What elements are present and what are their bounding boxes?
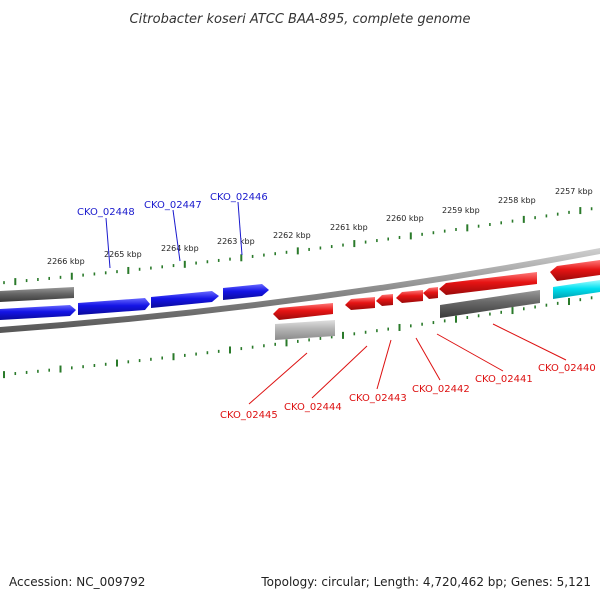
genome-backbone bbox=[0, 248, 600, 333]
gene-CKO_02442[interactable] bbox=[396, 290, 423, 303]
kbp-label: 2258 kbp bbox=[498, 196, 536, 205]
gene-label[interactable]: CKO_02440 bbox=[538, 363, 596, 374]
reverse-strand-features bbox=[273, 260, 600, 340]
gene-CKO_02444[interactable] bbox=[345, 297, 375, 310]
gene-other-reverse[interactable] bbox=[440, 290, 540, 318]
kbp-label: 2266 kbp bbox=[47, 257, 85, 266]
leader-line bbox=[376, 339, 392, 390]
gene-labels: CKO_02448 CKO_02447 CKO_02446 CKO_02445 … bbox=[77, 192, 596, 421]
gene-label[interactable]: CKO_02448 bbox=[77, 207, 135, 218]
gene-CKO_02448[interactable] bbox=[0, 305, 76, 320]
leader-line bbox=[492, 323, 567, 361]
gene-CKO_02445-rna[interactable] bbox=[275, 320, 335, 340]
gene-label[interactable]: CKO_02443 bbox=[349, 393, 407, 404]
kbp-label: 2263 kbp bbox=[217, 237, 255, 246]
gene-CKO_02441[interactable] bbox=[439, 272, 537, 295]
forward-strand-features bbox=[0, 284, 269, 320]
gene-label[interactable]: CKO_02444 bbox=[284, 402, 342, 413]
kbp-label: 2264 kbp bbox=[161, 244, 199, 253]
inner-tick-ring bbox=[3, 296, 593, 379]
kbp-label: 2259 kbp bbox=[442, 206, 480, 215]
leader-line bbox=[172, 209, 181, 262]
accession-text: Accession: NC_009792 bbox=[9, 575, 145, 589]
gene-CKO_02441-a[interactable] bbox=[423, 287, 438, 299]
leader-line bbox=[248, 352, 308, 405]
leader-line bbox=[415, 337, 441, 381]
label-leader-lines bbox=[105, 201, 567, 405]
map-title: Citrobacter koseri ATCC BAA-895, complet… bbox=[130, 12, 471, 27]
outer-tick-ring bbox=[3, 207, 593, 286]
leader-line bbox=[105, 217, 111, 269]
gene-CKO_02446[interactable] bbox=[223, 284, 269, 300]
gene-CKO_02440[interactable] bbox=[550, 260, 600, 281]
gene-label[interactable]: CKO_02442 bbox=[412, 384, 470, 395]
gene-label[interactable]: CKO_02441 bbox=[475, 374, 533, 385]
leader-line bbox=[237, 201, 243, 256]
gene-label[interactable]: CKO_02445 bbox=[220, 410, 278, 421]
kbp-scale-labels: 2266 kbp 2265 kbp 2264 kbp 2263 kbp 2262… bbox=[47, 187, 593, 266]
kbp-label: 2260 kbp bbox=[386, 214, 424, 223]
gene-rna-feature[interactable] bbox=[553, 280, 600, 299]
gene-other-feature[interactable] bbox=[0, 287, 74, 302]
gene-label[interactable]: CKO_02447 bbox=[144, 200, 202, 211]
kbp-label: 2265 kbp bbox=[104, 250, 142, 259]
gene-CKO_02445[interactable] bbox=[273, 303, 333, 320]
leader-line bbox=[311, 345, 368, 399]
kbp-label: 2262 kbp bbox=[273, 231, 311, 240]
gene-CKO_02447[interactable] bbox=[78, 298, 150, 315]
gene-label[interactable]: CKO_02446 bbox=[210, 192, 268, 203]
kbp-label: 2261 kbp bbox=[330, 223, 368, 232]
kbp-label: 2257 kbp bbox=[555, 187, 593, 196]
gene-CKO_02446-a[interactable] bbox=[151, 291, 219, 308]
genome-summary-text: Topology: circular; Length: 4,720,462 bp… bbox=[260, 575, 591, 589]
gene-CKO_02443[interactable] bbox=[376, 294, 393, 306]
leader-line bbox=[436, 333, 504, 372]
